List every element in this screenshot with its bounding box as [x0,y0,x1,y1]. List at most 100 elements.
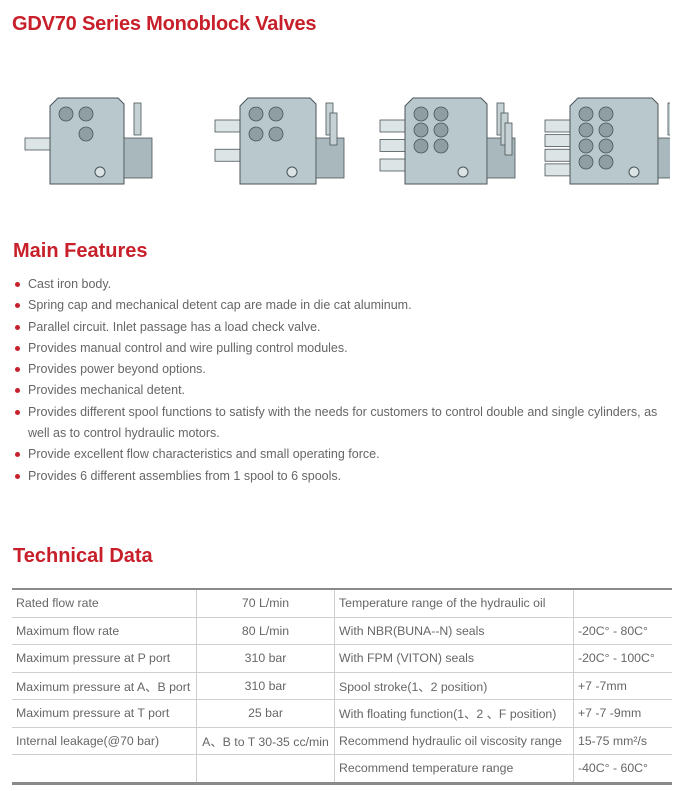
spool-end [214,119,244,133]
table-row: Maximum pressure at A、B port 310 bar Spool… [12,672,672,700]
port-hole [433,122,449,138]
parameter-name [12,755,197,784]
plug [94,166,106,178]
table-row: Rated flow rate 70 L/min Temperature range… [12,589,672,618]
spool-end [544,134,574,148]
bullet-icon [15,388,20,394]
oil-parameter-name: With NBR(BUNA--N) seals [334,617,574,645]
bullet-icon [15,452,20,458]
table-row: Internal leakage(@70 bar) A、B to T 30-35 … [12,727,672,755]
oil-parameter-value: 15-75 mm²/s [573,727,672,755]
bullet-icon [15,324,20,330]
bullet-icon [15,303,20,309]
parameter-value: 25 bar [196,699,335,728]
parameter-name: Maximum pressure at P port [12,644,197,673]
valve-images [0,80,688,200]
port-hole [248,126,264,142]
port-hole [268,106,284,122]
spool-end [544,148,574,162]
port-hole [433,138,449,154]
port-hole [598,154,614,170]
parameter-value: 80 L/min [196,617,335,645]
handle-lever [667,102,670,136]
oil-parameter-name: Recommend temperature range [334,754,574,783]
bullet-icon [15,409,20,415]
port-hole [598,106,614,122]
feature-item: Cast iron body. [0,274,688,295]
spool-end [544,163,574,177]
parameter-value: A、B to T 30-35 cc/min [196,727,335,755]
table-row: Maximum pressure at P port 310 bar With FP… [12,644,672,673]
parameter-name: Maximum flow rate [12,617,197,645]
port-hole [78,106,94,122]
oil-parameter-name: Spool stroke(1、2 position) [334,672,574,700]
oil-parameter-name: Temperature range of the hydraulic oil [334,589,574,618]
oil-parameter-value: +7 -7 -9mm [573,699,672,728]
spool-end [214,148,244,162]
table-row: Recommend temperature range -40C° - 60C° [12,754,672,784]
port-hole [268,126,284,142]
plug [457,166,469,178]
bullet-icon [15,282,20,287]
oil-parameter-value: -20C° - 100C° [573,644,672,673]
bullet-icon [15,473,20,479]
port-hole [598,122,614,138]
parameter-name: Maximum pressure at T port [12,699,197,728]
oil-parameter-name: With FPM (VITON) seals [334,644,574,673]
handle-lever [504,122,513,156]
feature-item: Parallel circuit. Inlet passage has a lo… [0,317,688,338]
table-row: Maximum flow rate 80 L/min With NBR(BUNA--… [12,617,672,645]
feature-item: Provides manual control and wire pulling… [0,338,688,359]
port-hole [413,122,429,138]
parameter-name: Internal leakage(@70 bar) [12,727,197,755]
port-hole [58,106,74,122]
feature-item: Provides different spool functions to sa… [0,402,688,445]
plug [628,166,640,178]
table-row: Maximum pressure at T port 25 bar With flo… [12,699,672,728]
feature-item: Provides mechanical detent. [0,380,688,401]
handle-lever [329,112,338,146]
port-hole [248,106,264,122]
valve-end-cap [657,137,670,179]
spool-end [379,139,409,152]
valve-image-4 [544,97,670,185]
technical-heading: Technical Data [13,545,153,567]
oil-parameter-value: -40C° - 60C° [573,754,672,783]
spool-end [379,119,409,133]
oil-parameter-name: With floating function(1、2 、F position) [334,699,574,728]
feature-item: Provides power beyond options. [0,359,688,380]
spool-end [379,158,409,172]
valve-end-cap [123,137,153,179]
port-hole [433,106,449,122]
oil-parameter-value: -20C° - 80C° [573,617,672,645]
plug [286,166,298,178]
valve-image-1 [24,97,153,185]
parameter-value: 310 bar [196,672,335,700]
bullet-icon [15,345,20,351]
oil-parameter-value [573,589,672,618]
parameter-value [196,754,335,783]
spool-end [544,119,574,133]
feature-item: Spring cap and mechanical detent cap are… [0,295,688,316]
feature-item: Provides 6 different assemblies from 1 s… [0,466,688,487]
port-hole [78,126,94,142]
spool-end [24,137,54,151]
page-title: GDV70 Series Monoblock Valves [12,13,317,35]
port-hole [578,154,594,170]
parameter-value: 70 L/min [196,589,335,618]
port-hole [578,106,594,122]
port-hole [413,138,429,154]
port-hole [598,138,614,154]
handle-lever [133,102,142,136]
port-hole [578,138,594,154]
port-hole [578,122,594,138]
parameter-name: Maximum pressure at A、B port [12,672,197,700]
parameter-name: Rated flow rate [12,589,197,618]
valve-image-3 [379,97,516,185]
oil-parameter-name: Recommend hydraulic oil viscosity range [334,727,574,755]
bullet-icon [15,367,20,373]
features-heading: Main Features [13,240,148,262]
features-list: Cast iron body. Spring cap and mechanica… [0,274,688,487]
valve-image-2 [214,97,345,185]
oil-parameter-value: +7 -7mm [573,672,672,700]
